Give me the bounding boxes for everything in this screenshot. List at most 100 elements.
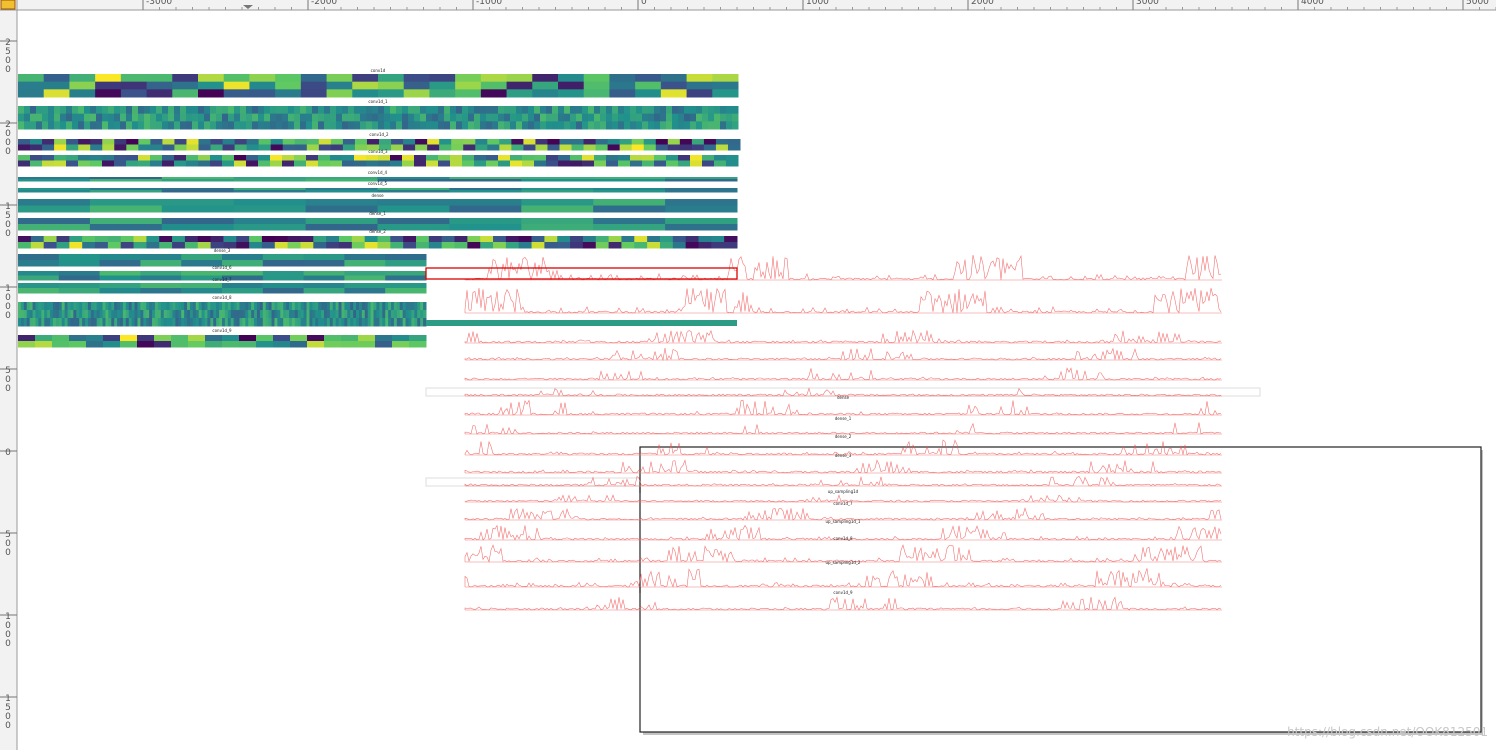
heatmap-cell: [18, 224, 91, 231]
heatmap-cell: [162, 121, 169, 130]
heatmap-cell: [666, 113, 673, 122]
heatmap-panel: conv1d: [18, 68, 739, 98]
heatmap-cell: [364, 242, 378, 249]
heatmap-cell: [90, 139, 103, 145]
heatmap-cell: [690, 160, 703, 167]
heatmap-cell: [300, 74, 328, 83]
heatmap-cell: [236, 236, 250, 243]
heatmap-cell: [468, 121, 475, 130]
heatmap-cell: [95, 89, 122, 98]
heatmap-cell: [224, 318, 229, 327]
heatmap-cell: [366, 155, 379, 161]
heatmap-cell: [192, 302, 197, 311]
heatmap-cell: [198, 89, 225, 98]
heatmap-cell: [58, 288, 101, 294]
heatmap-cell: [344, 254, 386, 261]
heatmap-cell: [384, 106, 391, 115]
heatmap-cell: [630, 155, 643, 161]
heatmap-cell: [399, 310, 404, 319]
heatmap-cell: [354, 155, 367, 161]
heatmap-cell: [126, 106, 133, 115]
heatmap-cell: [326, 302, 331, 311]
heatmap-cell: [26, 302, 31, 311]
heatmap-cell: [18, 89, 45, 98]
heatmap-cell: [82, 310, 86, 319]
heatmap-cell: [678, 121, 685, 130]
heatmap-cell: [262, 254, 305, 261]
heatmap-cell: [619, 144, 633, 151]
ruler-origin-button[interactable]: [0, 0, 16, 10]
heatmap-cell: [30, 155, 43, 161]
heatmap-cell: [162, 106, 169, 115]
heatmap-cell: [90, 113, 97, 122]
heatmap-cell: [384, 121, 391, 130]
heatmap-cell: [76, 302, 80, 311]
heatmap-cell: [103, 341, 121, 348]
heatmap-cell: [188, 341, 206, 348]
heatmap-cell: [480, 236, 494, 243]
heatmap-cell: [69, 74, 96, 83]
heatmap-cell: [120, 113, 127, 122]
heatmap-cell: [18, 177, 91, 180]
heatmap-cell: [262, 271, 305, 276]
heatmap-cell: [120, 74, 148, 83]
heatmap-cell: [660, 81, 688, 90]
heatmap-cell: [309, 310, 313, 319]
heatmap-cell: [382, 318, 386, 327]
heatmap-cell: [326, 74, 353, 83]
heatmap-cell: [282, 121, 289, 130]
panel-title: dense_3: [835, 453, 852, 458]
heatmap-cell: [450, 121, 457, 130]
heatmap-cell: [393, 302, 398, 311]
heatmap-cell: [451, 144, 464, 151]
heatmap-cell: [140, 283, 182, 289]
heatmap-cell: [474, 160, 487, 167]
heatmap-cell: [223, 89, 250, 98]
heatmap-cell: [361, 302, 366, 311]
heatmap-cell: [35, 302, 39, 311]
heatmap-cell: [392, 341, 410, 348]
heatmap-cell: [361, 310, 366, 319]
heatmap-panel: conv1d_1: [18, 99, 739, 130]
heatmap-cell: [89, 199, 163, 206]
heatmap-cell: [582, 106, 589, 115]
heatmap-cell: [213, 318, 217, 327]
heatmap-cell: [522, 121, 529, 130]
heatmap-cell: [618, 160, 631, 167]
heatmap-cell: [715, 139, 729, 145]
heatmap-cell: [89, 179, 163, 182]
heatmap-cell: [313, 236, 327, 243]
heatmap-cell: [344, 318, 348, 327]
heatmap-cell: [344, 275, 386, 281]
heatmap-cell: [396, 106, 403, 115]
heatmap-cell: [450, 106, 457, 115]
heatmap-cell: [184, 242, 199, 249]
heatmap-cell: [134, 310, 138, 319]
heatmap-cell: [102, 310, 106, 319]
heatmap-cell: [347, 302, 351, 311]
selection-box[interactable]: [425, 267, 738, 280]
heatmap-cell: [516, 121, 523, 130]
heatmap-cell: [143, 302, 147, 311]
heatmap-cell: [66, 144, 79, 151]
heatmap-cell: [204, 113, 211, 122]
heatmap-cell: [546, 155, 559, 161]
heatmap-cell: [377, 236, 391, 243]
heatmap-cell: [84, 106, 91, 115]
heatmap-cell: [172, 242, 186, 249]
heatmap-cell: [18, 190, 91, 193]
heatmap-cell: [608, 236, 622, 243]
heatmap-cell: [403, 89, 430, 98]
heatmap-cell: [174, 139, 187, 145]
heatmap-cell: [138, 121, 145, 130]
heatmap-cell: [140, 318, 144, 327]
heatmap-cell: [66, 160, 79, 167]
heatmap-cell: [35, 341, 53, 348]
heatmap-cell: [570, 236, 584, 243]
heatmap-cell: [161, 205, 235, 213]
panel-title: dense_3: [214, 248, 231, 253]
heatmap-cell: [393, 318, 398, 327]
heatmap-cell: [486, 106, 493, 115]
heatmap-cell: [342, 144, 356, 151]
heatmap-cell: [624, 106, 631, 115]
